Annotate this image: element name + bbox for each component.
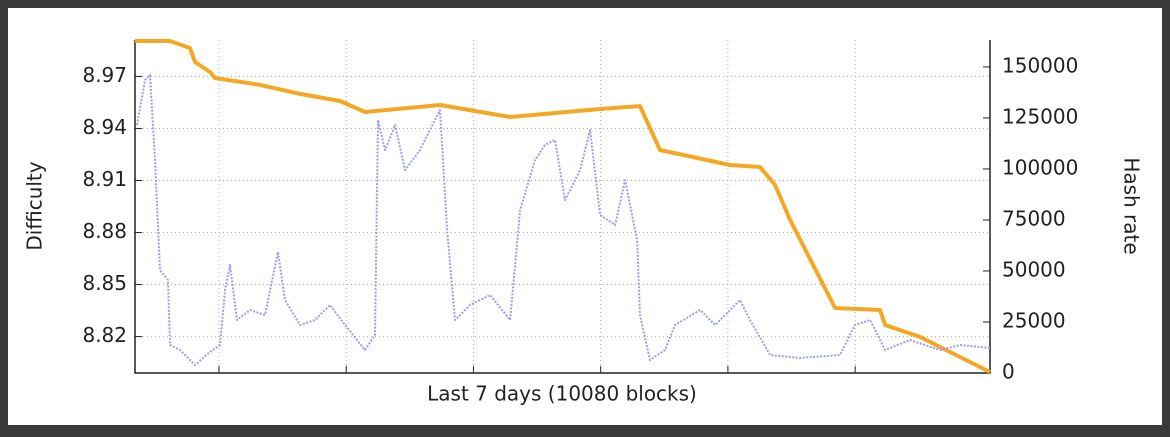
- y2-tick-label: 125000: [1002, 104, 1078, 128]
- series-line: [136, 74, 991, 366]
- y2-tick-label: 50000: [1002, 257, 1066, 281]
- y-tick-label: 8.91: [82, 167, 127, 191]
- series-line: [135, 39, 991, 374]
- y-tick-label: 8.85: [82, 271, 127, 295]
- y-tick-label: 8.94: [82, 115, 127, 139]
- chart-background: [8, 8, 1162, 425]
- x-axis-label: Last 7 days (10080 blocks): [427, 382, 697, 406]
- y-tick-label: 8.88: [82, 219, 127, 243]
- y2-axis-label: Hash rate: [1120, 157, 1144, 254]
- y-tick-label: 8.97: [82, 63, 127, 87]
- y-axis-label: Difficulty: [23, 161, 47, 250]
- y2-tick-label: 0: [1002, 360, 1015, 384]
- y-tick-label: 8.82: [82, 323, 127, 347]
- y2-tick-label: 75000: [1002, 206, 1066, 230]
- y2-tick-label: 25000: [1002, 308, 1066, 332]
- axes: [134, 40, 991, 374]
- y2-tick-label: 100000: [1002, 155, 1078, 179]
- y2-tick-label: 150000: [1002, 53, 1078, 77]
